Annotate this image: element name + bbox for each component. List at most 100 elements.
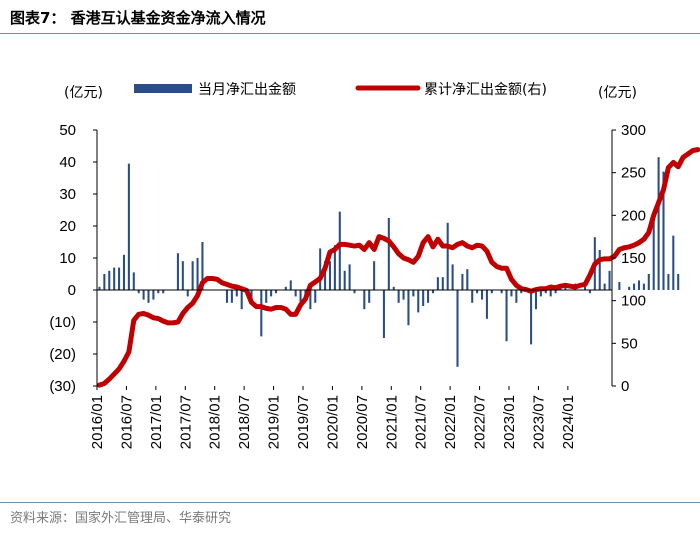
bar [392,286,395,290]
bar [387,218,390,290]
bar [181,261,184,290]
bar [260,290,263,337]
bar [274,290,278,294]
bar [642,283,645,290]
chart: 50403020100(10)(20)(30)30025020015010050… [49,82,700,449]
bar [235,290,238,297]
bar [397,290,400,303]
bar [118,267,121,290]
bar [554,290,557,294]
right-axis-unit: (亿元) [598,85,637,101]
bar [520,290,523,294]
bar [368,290,371,303]
bar [633,283,636,290]
bar [476,290,479,294]
bar [628,286,631,290]
bar [608,270,611,290]
bar [328,261,332,290]
bar [103,274,106,290]
right-tick-label: 50 [621,335,638,352]
bar [461,274,464,290]
bar [230,290,233,303]
bar [240,290,243,310]
tick-labels: 50403020100(10)(20)(30)30025020015010050… [49,122,646,449]
bar [196,258,199,290]
x-tick-label: 2022/01 [442,395,459,449]
bar [530,290,533,345]
bar [652,216,655,290]
bar [647,274,650,290]
bar [485,290,488,319]
bar [662,171,665,290]
bar [98,286,101,290]
title-divider [0,33,700,34]
bar [284,286,287,290]
bar [314,290,317,303]
bar [407,290,410,326]
bar [142,290,145,300]
bar [672,235,675,290]
x-tick-label: 2023/01 [501,395,518,449]
bar [417,290,420,313]
footer-divider [0,502,700,503]
bar [466,269,469,290]
bar [289,280,292,290]
left-tick-label: 10 [59,250,76,267]
bar [402,290,405,300]
bar [127,163,130,290]
bar [534,290,538,310]
bar [544,290,547,294]
bar [122,254,126,290]
x-tick-label: 2016/07 [118,395,135,449]
left-tick-label: 30 [59,186,76,203]
bar [471,290,474,303]
legend-line-label: 累计净汇出金额(右) [424,82,547,98]
source-note: 资料来源：国家外汇管理局、华泰研究 [10,511,232,526]
bar [564,286,567,290]
bar [147,290,150,303]
bar-series [98,157,680,367]
x-tick-label: 2022/07 [472,395,489,449]
right-tick-label: 0 [621,378,629,395]
bar [137,290,140,294]
left-tick-label: (30) [49,378,76,395]
bar [176,253,179,290]
x-tick-label: 2020/07 [354,395,371,449]
bar [441,277,444,290]
bar [186,290,189,297]
x-tick-label: 2016/01 [89,395,106,449]
x-tick-label: 2021/07 [413,395,430,449]
bar [515,290,518,303]
bar [265,290,268,303]
bar [343,270,346,290]
bar [201,242,204,290]
right-tick-label: 200 [621,207,646,224]
x-tick-label: 2018/01 [207,395,224,449]
left-tick-label: (10) [49,314,76,331]
bar [549,290,552,297]
x-tick-label: 2017/01 [148,395,165,449]
bar [113,267,116,290]
bar [510,290,513,297]
right-tick-label: 100 [621,293,646,310]
bar [500,290,503,294]
bar [162,290,165,294]
bar [348,264,351,290]
bar [191,261,194,290]
legend: 当月净汇出金额 累计净汇出金额(右) [134,82,547,98]
left-tick-label: (20) [49,346,76,363]
left-axis-unit: (亿元) [64,85,103,101]
bar [618,282,621,290]
x-tick-label: 2020/01 [324,395,341,449]
bar [353,290,356,294]
bar [294,290,297,297]
x-tick-label: 2024/01 [560,395,577,449]
bar [677,274,680,290]
bar [603,283,606,290]
bar [490,290,493,294]
x-tick-label: 2019/01 [266,395,283,449]
bar [132,272,135,290]
bar [451,264,454,290]
x-tick-label: 2023/07 [530,395,547,449]
x-tick-label: 2017/07 [177,395,194,449]
